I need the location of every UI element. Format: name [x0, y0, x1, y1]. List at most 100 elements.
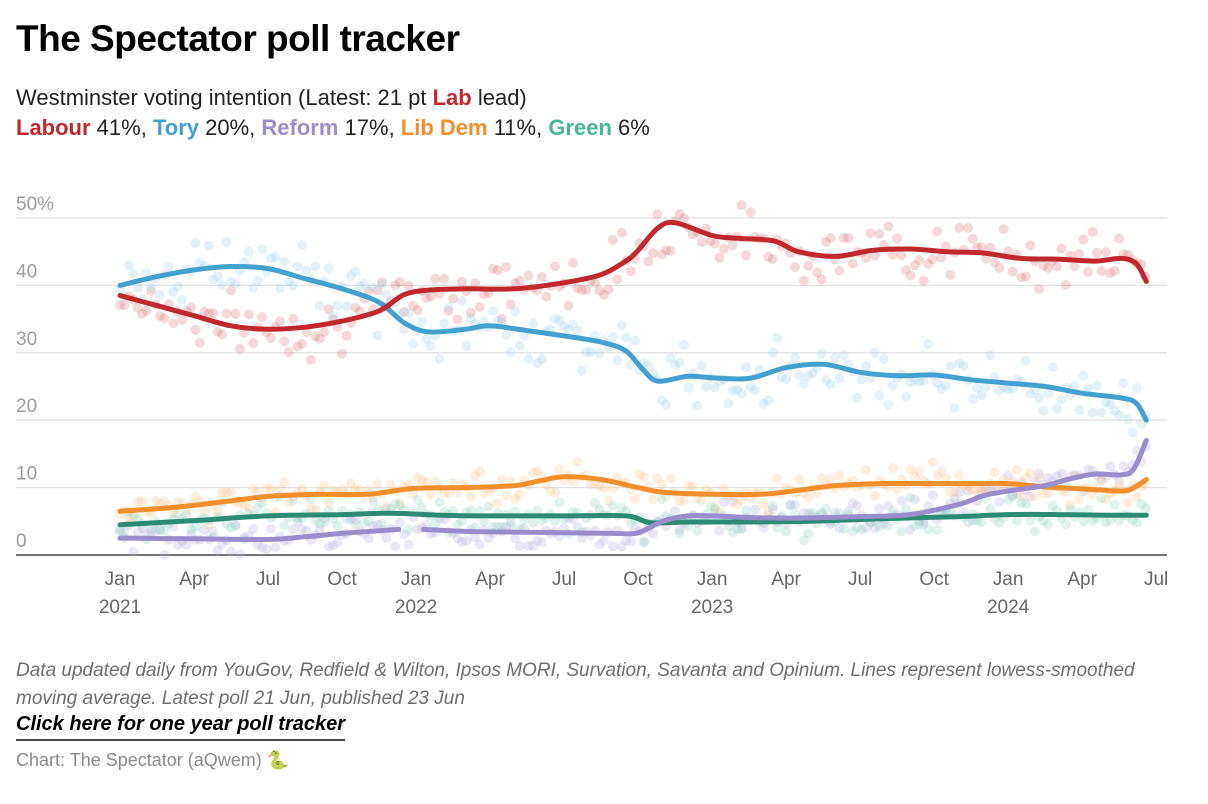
poll-dot	[869, 523, 880, 534]
poll-dot	[554, 464, 565, 475]
poll-dot	[141, 268, 152, 279]
poll-dot	[723, 398, 734, 409]
poll-dot	[470, 278, 481, 288]
poll-dot	[963, 222, 974, 233]
poll-dot	[239, 500, 250, 511]
poll-dot	[359, 518, 370, 529]
poll-dot	[230, 520, 241, 531]
x-tick-label: Apr	[179, 569, 209, 590]
poll-dot	[283, 496, 294, 507]
poll-dot	[1123, 414, 1133, 425]
poll-dot	[954, 222, 965, 233]
poll-dot	[199, 506, 210, 517]
poll-dot	[772, 333, 783, 343]
poll-dot	[301, 526, 312, 536]
poll-dot	[257, 498, 268, 509]
poll-dot	[874, 503, 885, 514]
poll-dot	[901, 391, 911, 402]
poll-dot	[363, 286, 374, 297]
poll-dot	[301, 265, 312, 276]
poll-dot	[874, 521, 885, 532]
poll-dot	[430, 477, 441, 488]
poll-dot	[488, 263, 498, 274]
poll-dot	[567, 319, 578, 330]
poll-dot	[1007, 383, 1018, 394]
poll-dot	[528, 540, 538, 551]
poll-dot	[980, 381, 991, 392]
poll-dot	[927, 254, 938, 265]
poll-dot	[741, 505, 752, 516]
poll-dot	[674, 528, 685, 539]
poll-dot	[177, 314, 188, 325]
poll-dot	[963, 485, 974, 496]
poll-dot	[581, 346, 592, 357]
poll-dot	[603, 495, 614, 506]
poll-dot	[261, 543, 272, 554]
trend-line-labour	[117, 219, 1149, 332]
poll-dot	[377, 279, 387, 290]
poll-dot	[639, 536, 649, 547]
x-tick-year-label: 2024	[987, 597, 1030, 618]
chart-credit: Chart: The Spectator (aQwem) 🐍	[16, 746, 289, 774]
poll-dot	[1083, 266, 1094, 277]
poll-dot	[936, 252, 947, 263]
poll-dot	[550, 313, 561, 324]
one-year-tracker-link[interactable]: Click here for one year poll tracker	[16, 710, 346, 741]
poll-dot	[274, 316, 285, 327]
poll-dot	[674, 358, 685, 368]
poll-dot	[594, 481, 605, 492]
poll-dot	[661, 399, 672, 410]
poll-dot	[1034, 284, 1045, 294]
poll-dot	[625, 359, 636, 370]
poll-dot	[710, 504, 720, 515]
poll-dot	[390, 541, 401, 552]
poll-dot	[798, 535, 809, 546]
poll-dot	[208, 526, 219, 537]
poll-dot	[741, 362, 752, 372]
poll-dot	[696, 495, 707, 506]
poll-dot	[736, 494, 747, 505]
poll-dot	[314, 524, 325, 535]
legend-separator: ,	[536, 115, 549, 140]
poll-dot	[847, 526, 858, 537]
poll-dot	[243, 309, 254, 320]
poll-dot	[337, 348, 347, 359]
poll-dot	[408, 300, 419, 311]
poll-dot	[710, 502, 720, 513]
legend: Labour 41%, Tory 20%, Reform 17%, Lib De…	[16, 113, 650, 143]
poll-dot	[1003, 384, 1014, 395]
poll-dot	[425, 341, 436, 352]
poll-dot	[790, 262, 800, 273]
y-tick-label: 20	[16, 396, 37, 417]
poll-dot	[212, 326, 223, 337]
poll-dot	[1043, 263, 1054, 273]
poll-dot	[492, 521, 503, 532]
poll-dot	[252, 503, 263, 513]
poll-dot	[834, 265, 845, 276]
poll-dot	[625, 536, 636, 547]
poll-dot	[1034, 392, 1045, 403]
poll-dot	[781, 374, 792, 385]
poll-dot	[572, 326, 583, 337]
poll-dot	[368, 496, 379, 507]
poll-dot	[945, 361, 956, 372]
poll-dot	[1056, 243, 1067, 254]
poll-dot	[332, 520, 343, 531]
poll-dot	[754, 364, 765, 375]
poll-dot	[217, 279, 228, 290]
poll-dot	[679, 339, 689, 350]
legend-value: 6%	[611, 115, 650, 140]
x-tick-label: Jul	[552, 569, 576, 590]
poll-dot	[674, 209, 685, 219]
poll-dot	[279, 336, 290, 347]
poll-dot	[892, 483, 903, 494]
x-tick-label: Jul	[848, 569, 872, 590]
poll-dot	[146, 286, 157, 297]
legend-value: 20%	[199, 115, 250, 140]
poll-dot	[909, 520, 920, 531]
poll-dot	[155, 523, 165, 534]
poll-dot	[554, 497, 565, 508]
poll-dot	[257, 312, 268, 322]
poll-dot	[852, 392, 863, 403]
poll-dot	[181, 539, 192, 550]
